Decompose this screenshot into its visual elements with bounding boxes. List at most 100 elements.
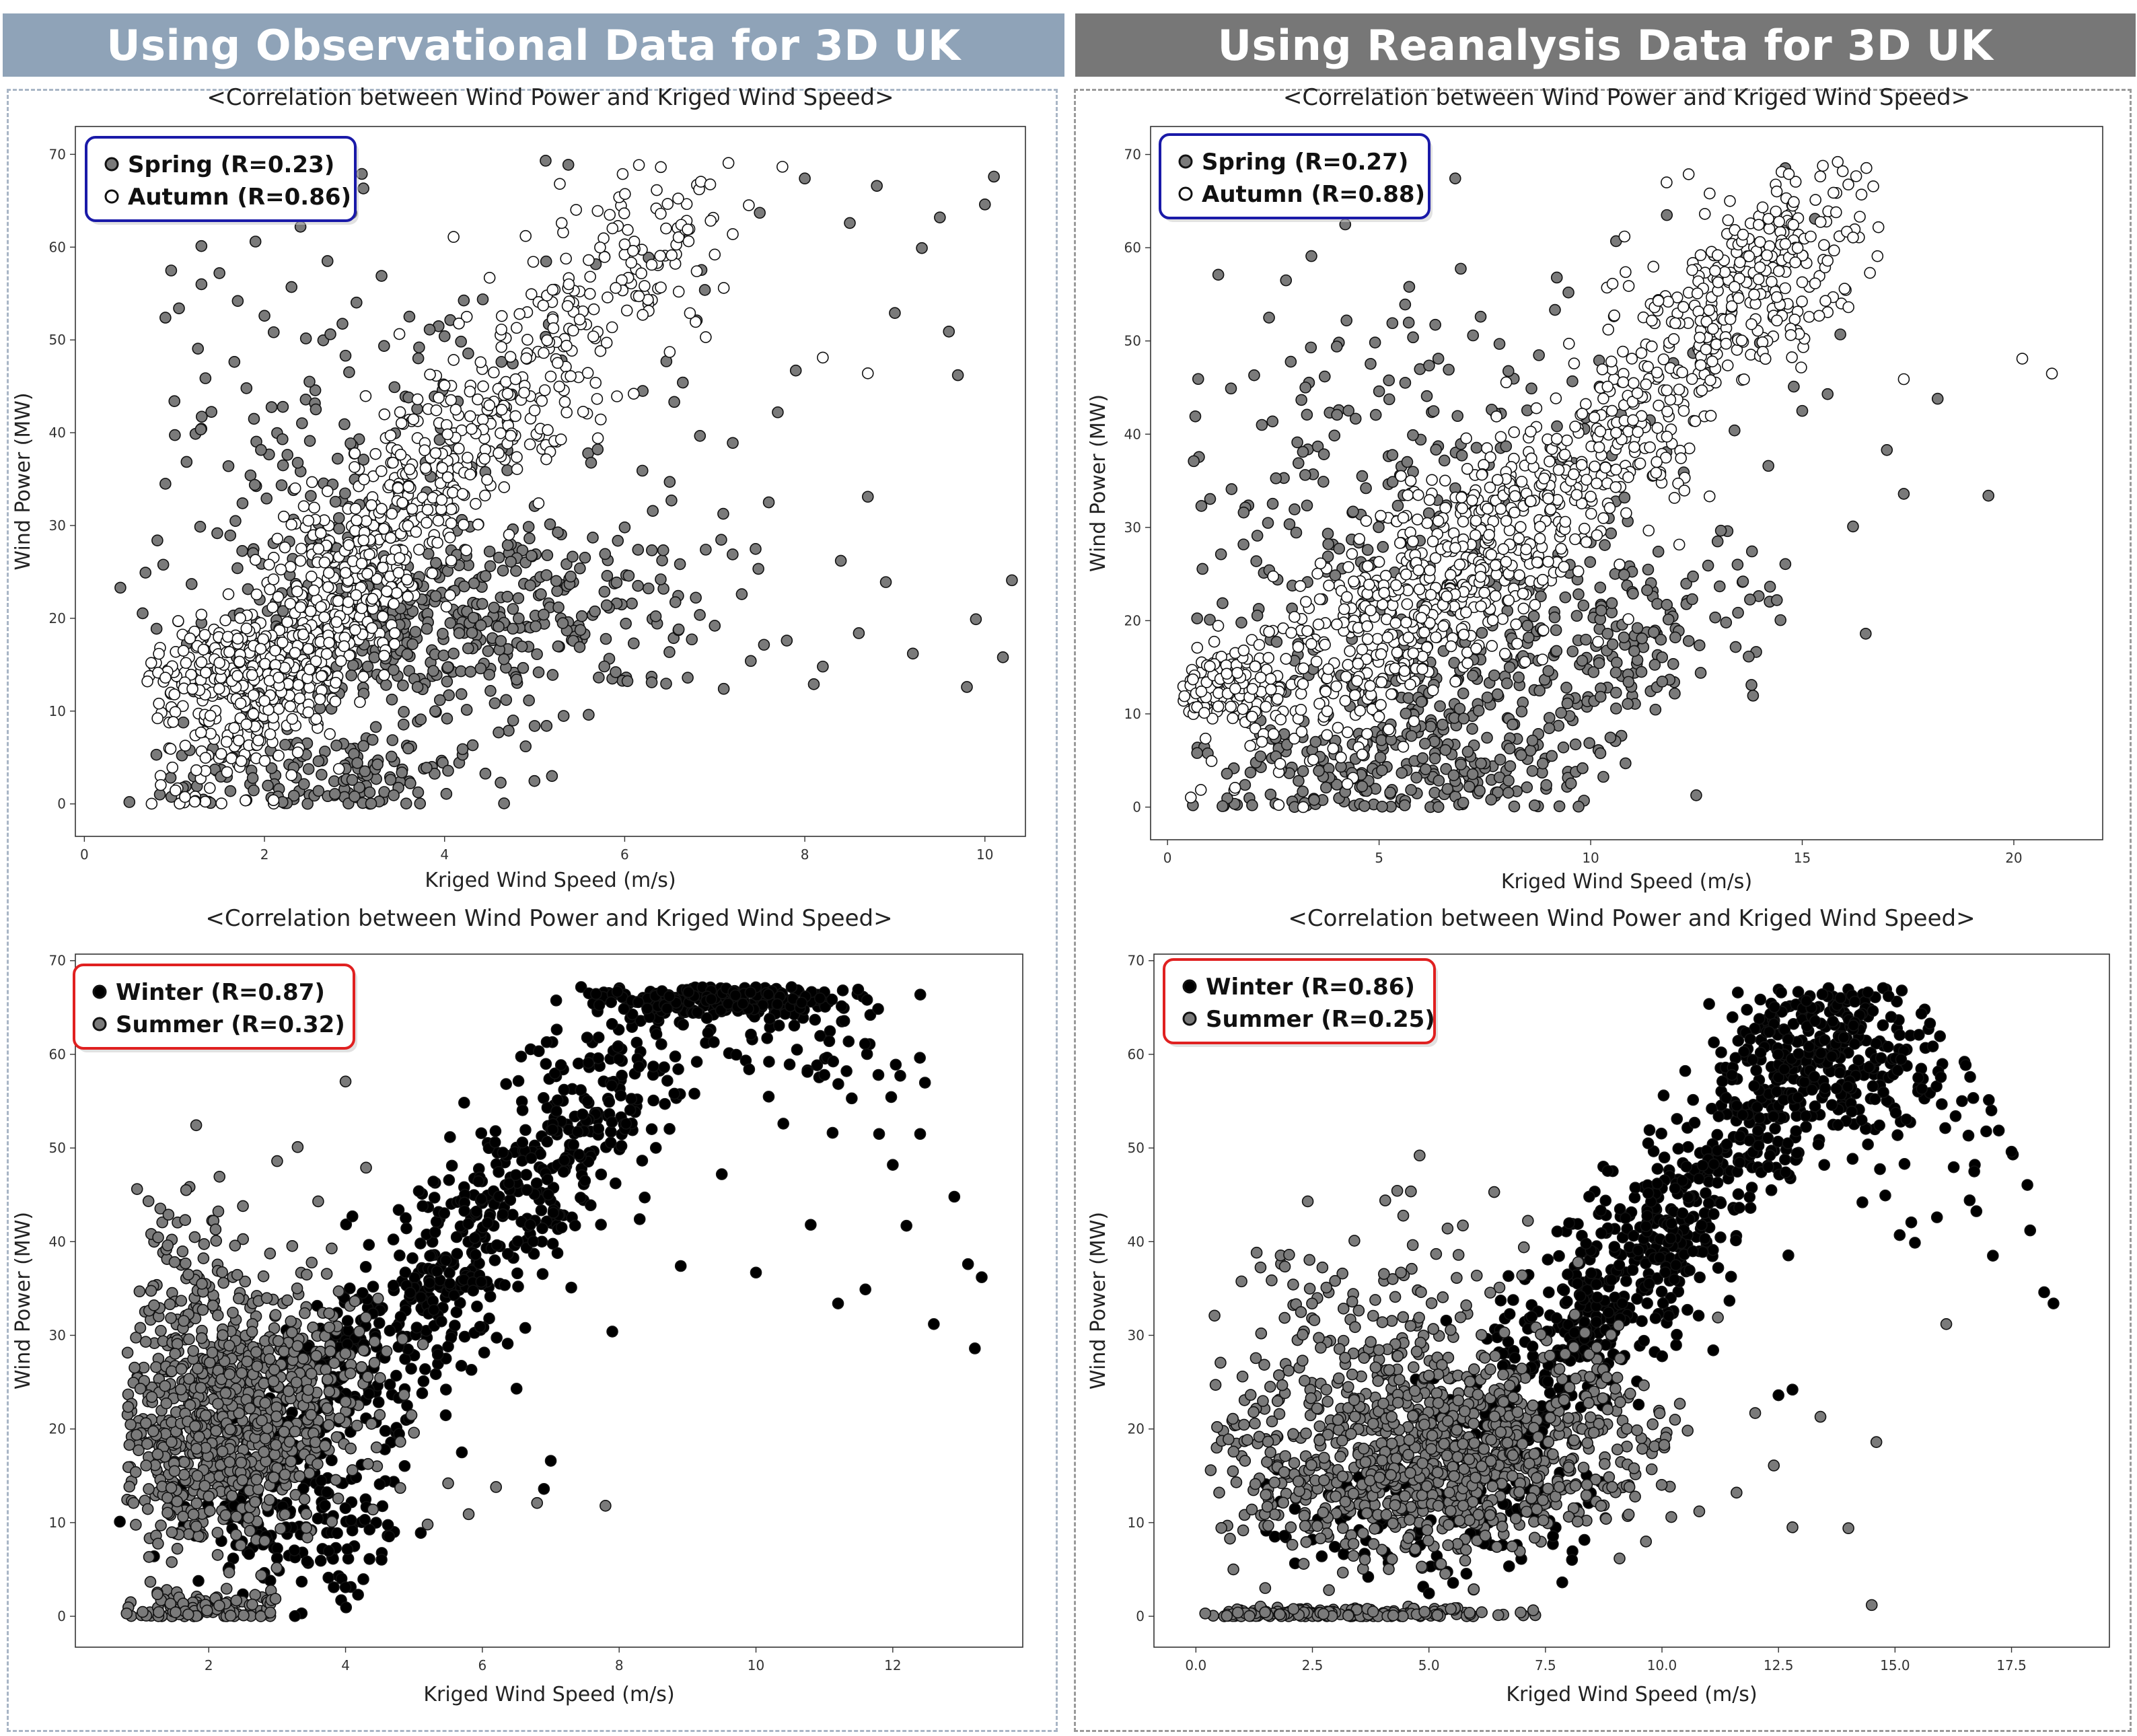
scatter-point [1536, 757, 1549, 770]
data-point [1500, 556, 1513, 568]
scatter-point [179, 739, 192, 752]
data-point [1737, 575, 1749, 587]
scatter-point [1628, 645, 1640, 657]
scatter-point [660, 222, 672, 235]
scatter-point [1560, 434, 1573, 447]
scatter-point [235, 755, 248, 767]
scatter-point [180, 456, 193, 468]
scatter-point [616, 168, 629, 180]
scatter-point [523, 694, 535, 707]
scatter-point [332, 512, 345, 524]
scatter-point [1416, 663, 1428, 676]
data-point [672, 623, 685, 636]
data-point [1720, 338, 1733, 350]
scatter-point [303, 435, 316, 447]
scatter-point [248, 412, 260, 425]
scatter-point [762, 988, 774, 1001]
scatter-point [813, 992, 826, 1005]
scatter-point [332, 452, 344, 465]
scatter-point [402, 519, 414, 532]
scatter-point [1494, 503, 1507, 515]
scatter-point [1297, 662, 1309, 675]
scatter-point [267, 326, 280, 338]
scatter-point [1604, 731, 1617, 744]
scatter-point [1404, 678, 1416, 691]
scatter-point [1577, 600, 1590, 612]
scatter-point [388, 663, 400, 676]
scatter-point [481, 474, 493, 486]
scatter-point [1481, 731, 1493, 744]
scatter-point [1550, 392, 1562, 404]
scatter-point [323, 637, 335, 649]
scatter-point [544, 370, 557, 383]
scatter-point [1709, 264, 1721, 277]
data-point [267, 573, 280, 585]
scatter-point [632, 1060, 645, 1073]
scatter-point [1585, 507, 1597, 520]
data-point [1703, 304, 1715, 316]
scatter-point [394, 448, 407, 461]
scatter-point [676, 376, 689, 389]
scatter-point [672, 192, 684, 205]
scatter-point [1321, 729, 1333, 742]
scatter-point [1475, 600, 1487, 612]
scatter-point [1526, 734, 1539, 747]
data-point [583, 254, 595, 266]
scatter-point [1525, 425, 1537, 438]
data-point [1365, 604, 1377, 616]
scatter-point [1784, 329, 1797, 341]
scatter-point [694, 429, 707, 442]
scatter-point [1246, 682, 1259, 695]
scatter-point [1319, 781, 1332, 794]
scatter-point [1274, 713, 1287, 726]
scatter-point [1249, 660, 1262, 673]
scatter-point [567, 550, 579, 563]
scatter-point [1521, 781, 1533, 793]
scatter-point [598, 251, 611, 263]
scatter-point [250, 588, 263, 601]
scatter-point [377, 610, 389, 623]
scatter-point [185, 668, 197, 681]
scatter-point [509, 1169, 522, 1182]
scatter-point [509, 373, 522, 386]
data-point [277, 433, 289, 445]
scatter-point [521, 334, 534, 346]
scatter-point [429, 1368, 442, 1381]
scatter-point [1732, 292, 1745, 304]
scatter-point [1631, 387, 1644, 400]
data-point [231, 562, 244, 575]
data-point [1542, 493, 1554, 505]
data-point [285, 281, 298, 293]
scatter-point [1497, 543, 1509, 555]
scatter-point [521, 1184, 533, 1196]
scatter-point [1294, 580, 1307, 592]
scatter-point [180, 657, 192, 670]
scatter-point [606, 321, 618, 334]
scatter-point [1747, 690, 1760, 702]
scatter-point [520, 1169, 532, 1181]
scatter-point [1832, 155, 1844, 168]
scatter-point [530, 1177, 543, 1190]
scatter-point [377, 523, 390, 535]
scatter-point [1700, 343, 1712, 356]
scatter-point [704, 215, 717, 227]
scatter-point [1484, 481, 1496, 494]
data-point [1237, 644, 1250, 657]
scatter-point [1398, 799, 1411, 811]
scatter-point [1354, 704, 1367, 717]
scatter-point [1721, 359, 1734, 371]
scatter-point [1292, 457, 1305, 470]
scatter-point [512, 592, 525, 604]
data-point [1661, 209, 1673, 221]
scatter-point [479, 489, 491, 502]
scatter-point [1196, 563, 1208, 575]
scatter-point [409, 626, 422, 638]
scatter-point [369, 447, 382, 460]
scatter-point [614, 1089, 627, 1101]
scatter-point [1395, 470, 1407, 482]
scatter-point [1476, 626, 1488, 639]
scatter-point [263, 558, 275, 571]
scatter-point [205, 406, 217, 418]
scatter-point [1842, 301, 1854, 314]
scatter-point [363, 786, 376, 799]
